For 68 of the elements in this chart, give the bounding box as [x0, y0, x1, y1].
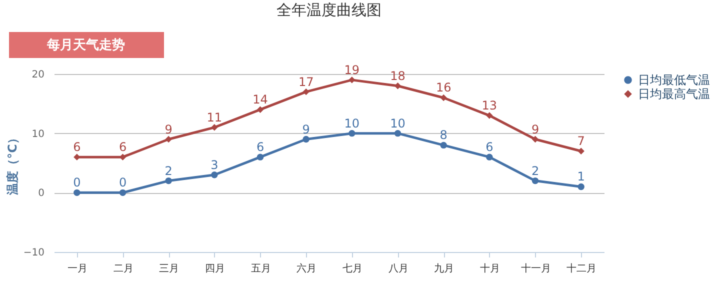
- x-tick-label: 十月: [480, 262, 500, 274]
- data-label: 7: [577, 134, 585, 148]
- data-label: 6: [256, 140, 264, 154]
- legend-label: 日均最低气温: [638, 73, 710, 87]
- data-label: 8: [440, 128, 448, 142]
- point: [440, 142, 447, 149]
- x-tick-label: 二月: [113, 264, 134, 274]
- point: [74, 189, 80, 196]
- data-label: 0: [73, 176, 81, 190]
- x-tick-label: 十二月: [566, 262, 597, 274]
- x-tick-label: 九月: [434, 262, 454, 274]
- data-label: 6: [486, 140, 494, 154]
- y-tick-label: 0: [38, 188, 44, 200]
- x-tick-label: 三月: [159, 264, 180, 274]
- point: [578, 148, 584, 154]
- point: [119, 189, 126, 196]
- x-tick-label: 一月: [67, 264, 88, 274]
- point: [348, 76, 356, 84]
- data-label: 14: [252, 92, 268, 107]
- point: [256, 154, 264, 160]
- point: [302, 88, 310, 96]
- x-tick-label: 五月: [250, 264, 271, 274]
- data-label: 11: [206, 110, 222, 124]
- point: [74, 154, 80, 160]
- y-axis-title: 温度（°C）: [5, 132, 20, 196]
- point: [348, 130, 356, 137]
- x-tick-label: 六月: [296, 262, 317, 274]
- chart-title: 全年温度曲线图: [276, 1, 382, 19]
- x-tick-label: 十一月: [520, 262, 551, 274]
- data-label: 0: [118, 176, 127, 190]
- data-label: 9: [302, 122, 310, 136]
- data-label: 6: [118, 140, 127, 154]
- y-tick-label: −10: [23, 248, 44, 258]
- point: [486, 154, 493, 160]
- point: [440, 94, 447, 102]
- data-label: 19: [344, 62, 360, 77]
- data-label: 18: [390, 68, 406, 83]
- data-label: 10: [390, 116, 406, 130]
- data-label: 2: [164, 164, 172, 178]
- data-label: 6: [73, 140, 81, 154]
- point: [532, 177, 539, 184]
- data-label: 3: [210, 158, 218, 172]
- data-label: 10: [344, 116, 360, 130]
- y-tick-label: 20: [32, 70, 44, 80]
- data-label: 16: [436, 80, 452, 95]
- x-tick-label: 四月: [204, 264, 225, 274]
- point: [211, 124, 218, 131]
- point: [394, 82, 402, 90]
- point: [532, 136, 539, 143]
- legend-label: 日均最高气温: [638, 87, 710, 101]
- data-label: 9: [164, 122, 172, 136]
- point: [165, 136, 172, 143]
- y-tick-label: 10: [32, 128, 44, 140]
- point: [165, 177, 172, 184]
- point: [394, 130, 402, 137]
- point: [578, 183, 584, 190]
- point: [486, 112, 493, 119]
- point: [256, 106, 264, 113]
- point: [302, 136, 310, 143]
- data-label: 2: [531, 164, 540, 178]
- data-label: 13: [482, 98, 498, 113]
- data-label: 9: [531, 122, 540, 136]
- data-label: 17: [298, 74, 314, 89]
- x-tick-label: 八月: [388, 264, 408, 274]
- text: 每月天气走势: [46, 37, 125, 53]
- point: [211, 172, 218, 178]
- data-label: 1: [577, 170, 585, 184]
- x-tick-label: 七月: [342, 262, 362, 274]
